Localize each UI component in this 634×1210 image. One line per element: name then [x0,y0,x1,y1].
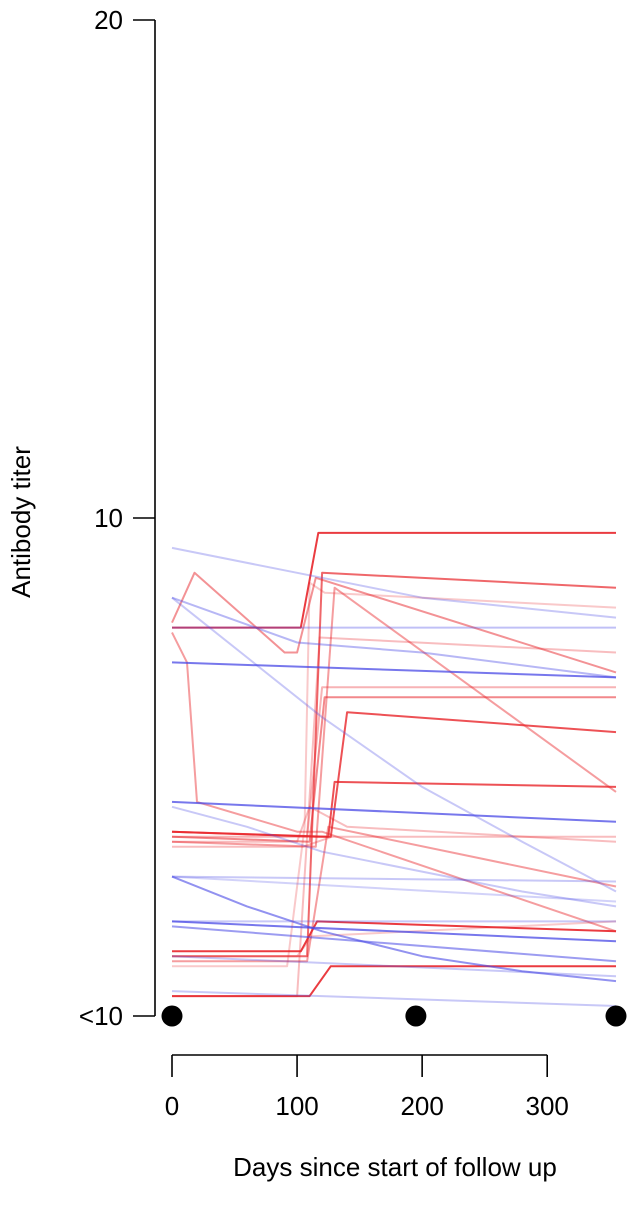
series-line-red-3 [172,920,617,953]
series-line-blue-21 [171,925,617,963]
series-line-red-9 [171,632,617,933]
y-tick-label-1: 10 [94,503,123,533]
visit-marker-layer [161,1005,627,1027]
series-line-blue-24 [171,546,617,619]
series-layer [171,531,617,1007]
series-line-red-7 [171,571,617,674]
y-tick-label-0: <10 [79,1001,123,1031]
series-line-blue-18 [171,800,617,823]
series-line-blue-31 [171,875,617,903]
series-line-blue-30 [171,955,617,978]
series-line-red-6 [171,696,616,843]
series-line-blue-20 [171,875,617,983]
series-line-blue-27 [171,805,617,908]
series-line-blue-17 [171,661,617,679]
series-line-blue-19 [171,920,617,943]
x-tick-label-3: 300 [526,1091,569,1121]
y-axis-title: Antibody titer [6,446,36,598]
visit-marker-1 [405,1005,427,1027]
series-line-red-4 [172,965,616,998]
series-line-blue-26 [171,875,617,883]
series-line-red-13 [172,636,617,998]
series-line-blue-22 [171,596,617,679]
x-tick-label-0: 0 [165,1091,179,1121]
visit-marker-0 [161,1005,183,1027]
series-line-red-0 [172,531,616,629]
series-line-red-8 [171,586,617,848]
series-line-red-15 [172,920,617,958]
x-tick-label-1: 100 [275,1091,318,1121]
series-line-red-16 [172,835,616,848]
x-axis-title: Days since start of follow up [233,1152,557,1182]
x-axis: 0 100 200 300 [165,1054,569,1121]
y-axis: <10 10 20 [79,5,156,1031]
series-line-blue-28 [171,990,617,1007]
y-tick-label-2: 20 [94,5,123,35]
series-line-red-14 [172,581,617,968]
series-line-red-5 [172,571,617,958]
series-line-red-12 [172,805,617,843]
series-line-red-10 [172,825,617,963]
series-line-red-11 [172,686,616,838]
series-line-blue-25 [171,596,617,893]
visit-marker-2 [605,1005,627,1027]
x-tick-label-2: 200 [400,1091,443,1121]
